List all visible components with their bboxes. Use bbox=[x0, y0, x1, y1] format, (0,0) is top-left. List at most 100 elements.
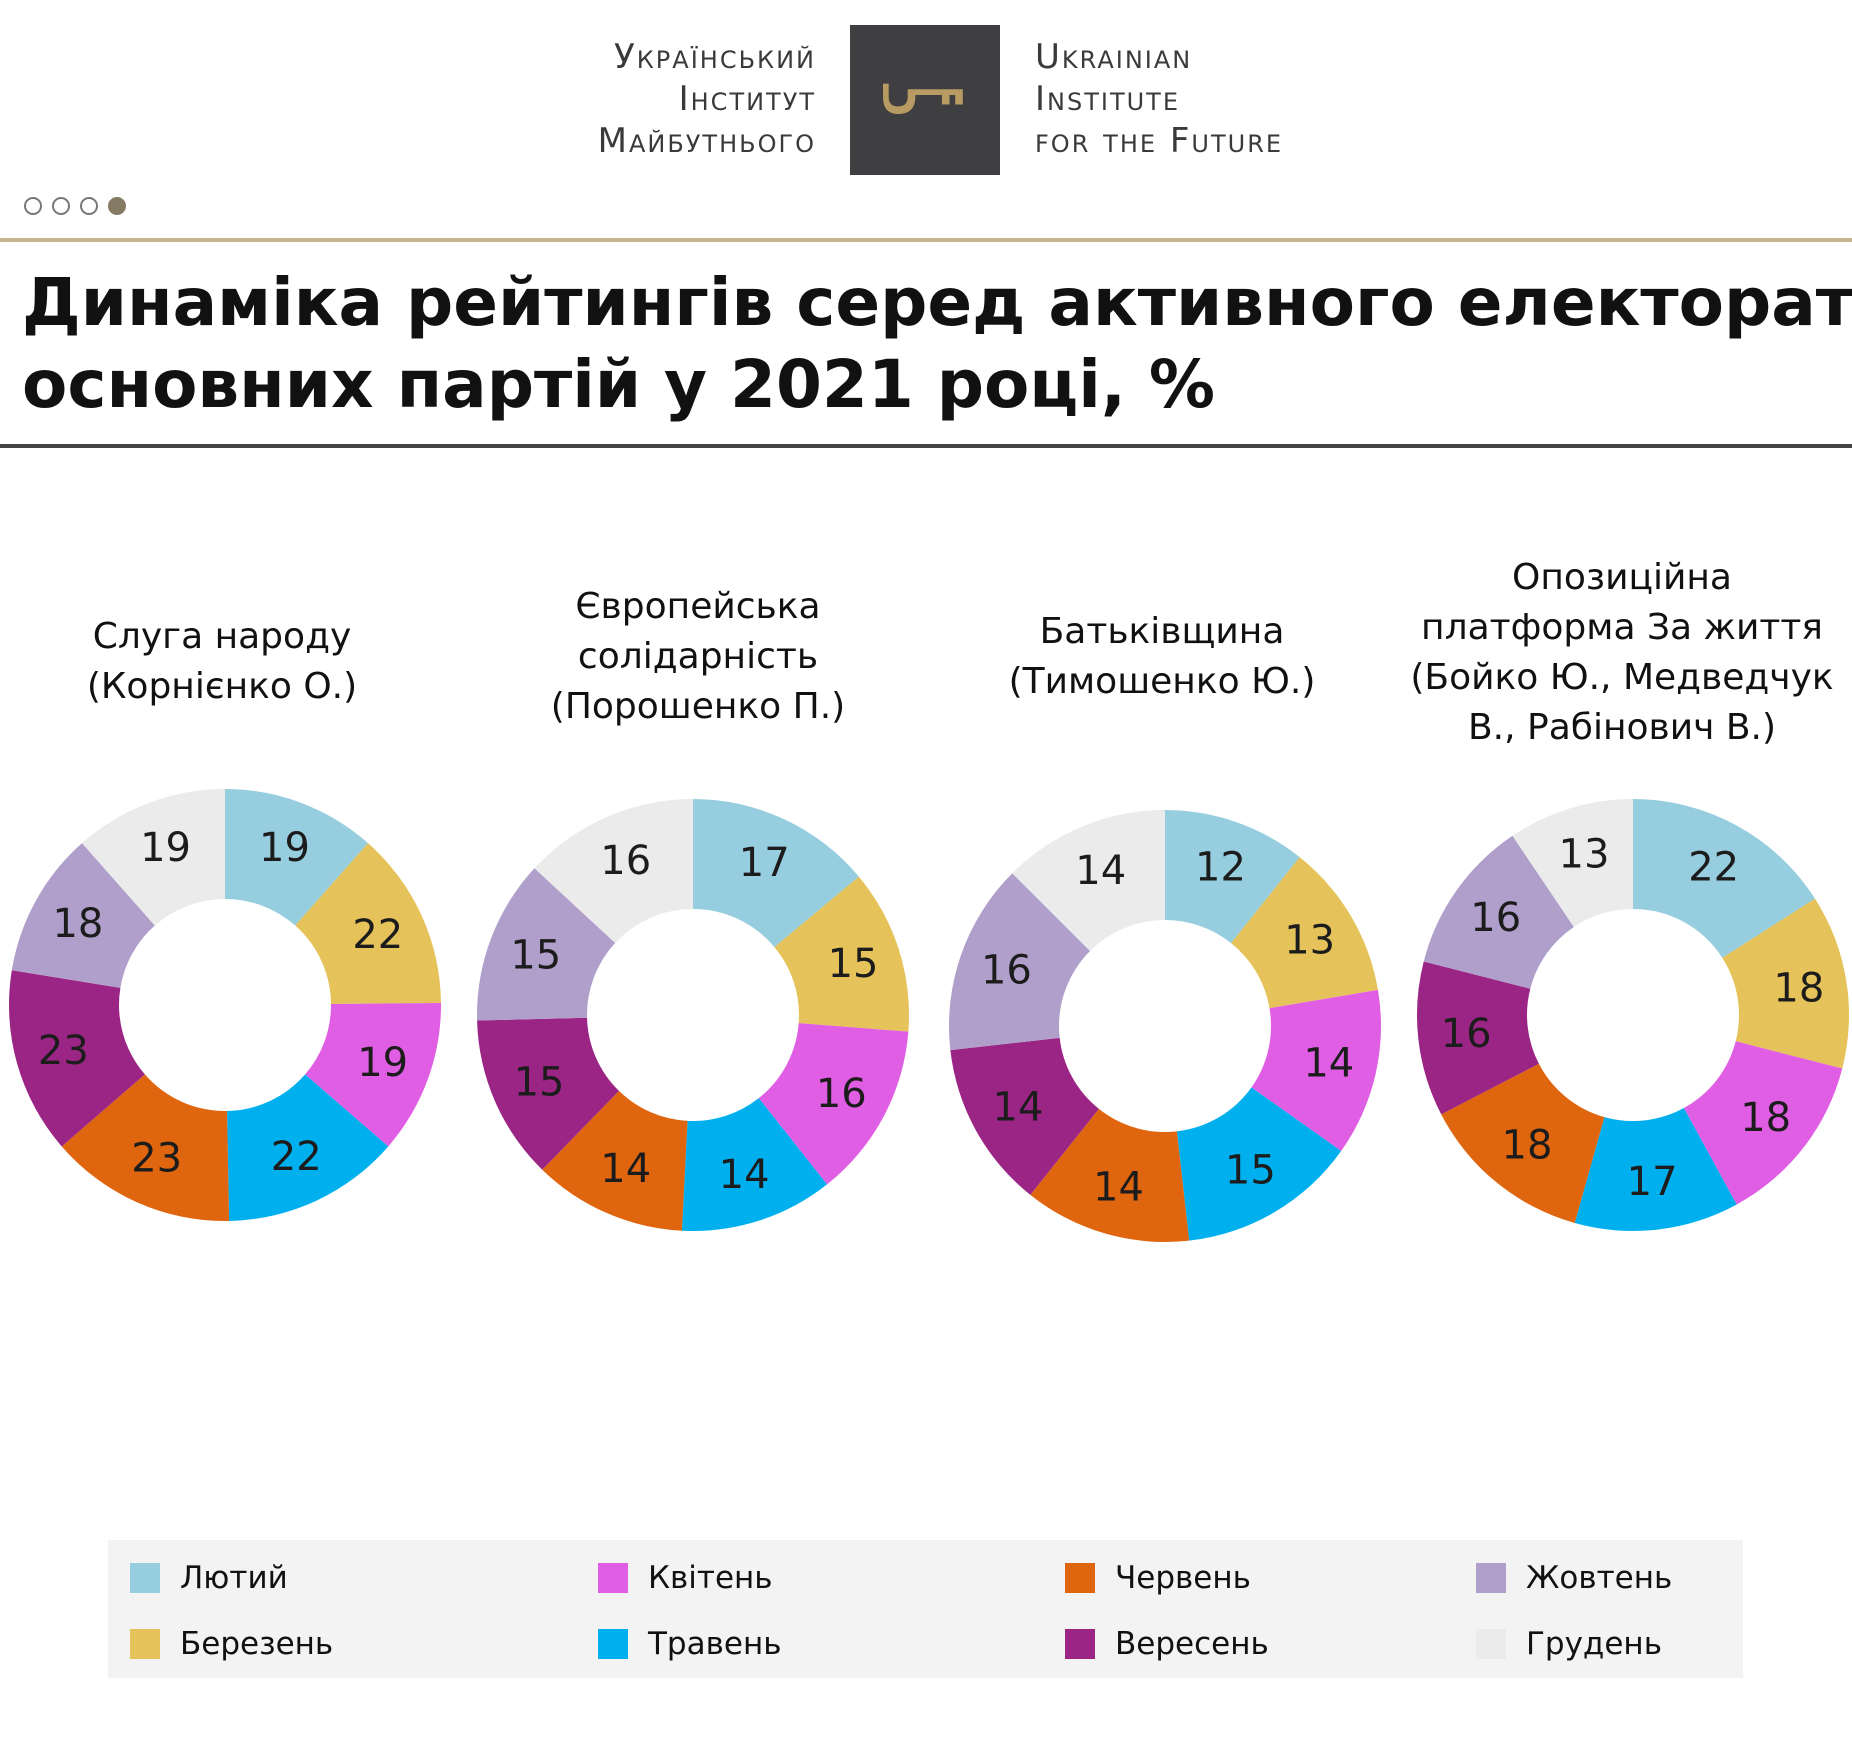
donut-data-label: 22 bbox=[352, 912, 403, 958]
donut-data-label: 12 bbox=[1195, 844, 1246, 890]
party-name-line: (Корнієнко О.) bbox=[86, 666, 358, 707]
legend-swatch bbox=[130, 1629, 160, 1659]
donut-data-label: 16 bbox=[981, 948, 1032, 994]
donut-segment-veresen bbox=[8, 970, 145, 1147]
donut-data-label: 17 bbox=[1627, 1159, 1678, 1205]
donut-data-label: 18 bbox=[1740, 1095, 1791, 1141]
donut-segment-zhovten bbox=[11, 843, 155, 988]
legend-swatch bbox=[598, 1629, 628, 1659]
legend-label: Лютий bbox=[180, 1560, 288, 1596]
donut-segment-berezen bbox=[1231, 857, 1378, 1009]
donut-segment-hruden bbox=[1512, 799, 1633, 928]
logo-ua-line-1: Український bbox=[614, 37, 816, 77]
party-name-line: Слуга народу bbox=[92, 616, 352, 657]
page-title: Динаміка рейтингів серед активного елект… bbox=[22, 262, 1852, 426]
donut-data-label: 15 bbox=[828, 941, 879, 987]
donut-data-label: 18 bbox=[52, 901, 103, 947]
legend-label: Березень bbox=[180, 1626, 334, 1662]
donut-data-label: 18 bbox=[1502, 1122, 1553, 1168]
donut-segment-cherven bbox=[1441, 1063, 1605, 1223]
legend-item-veresen: Вересень bbox=[1065, 1626, 1269, 1662]
legend-swatch bbox=[130, 1563, 160, 1593]
legend-item-berezen: Березень bbox=[130, 1626, 333, 1662]
key-icon bbox=[883, 83, 963, 114]
donut-chart-opzzh: 22 18 18 17 18 16 16 13 bbox=[1417, 799, 1849, 1231]
party-name-line: (Тимошенко Ю.) bbox=[1008, 661, 1316, 702]
logo-ua-line-3: Майбутнього bbox=[597, 121, 816, 161]
legend-item-liutyi: Лютий bbox=[130, 1560, 288, 1596]
donut-segment-berezen bbox=[774, 876, 909, 1032]
party-name-line: (Порошенко П.) bbox=[550, 686, 846, 727]
donut-data-label: 19 bbox=[140, 825, 191, 871]
donut-segment-traven bbox=[1176, 1087, 1342, 1241]
logo-en-line-3: for the Future bbox=[1035, 121, 1284, 161]
donut-data-label: 15 bbox=[1225, 1148, 1276, 1194]
donut-segment-traven bbox=[227, 1074, 389, 1221]
legend-swatch bbox=[1065, 1629, 1095, 1659]
page-title-line-2: основних партій у 2021 році, % bbox=[22, 346, 1216, 423]
donut-data-label: 16 bbox=[816, 1071, 867, 1117]
donut-data-label: 15 bbox=[510, 933, 561, 979]
legend-item-hruden: Грудень bbox=[1476, 1626, 1662, 1662]
donut-segment-cherven bbox=[542, 1090, 688, 1231]
donut-chart-sluha-narodu: 19 22 19 22 23 23 18 19 bbox=[8, 789, 441, 1221]
donut-segment-berezen bbox=[295, 843, 441, 1004]
donut-segment-kviten bbox=[758, 1023, 909, 1185]
chart-legend: Лютий Квітень Червень Жовтень Березень Т… bbox=[108, 1540, 1743, 1678]
legend-swatch bbox=[1065, 1563, 1095, 1593]
donut-segment-veresen bbox=[1417, 961, 1539, 1115]
donut-segment-zhovten bbox=[477, 868, 616, 1021]
legend-swatch bbox=[1476, 1629, 1506, 1659]
party-name-line: Батьківщина bbox=[1039, 611, 1285, 652]
pager-dot-2[interactable] bbox=[52, 197, 70, 215]
donut-segment-liutyi bbox=[1165, 810, 1300, 944]
legend-label: Жовтень bbox=[1526, 1560, 1673, 1596]
pager-dot-3[interactable] bbox=[80, 197, 98, 215]
party-name-sluha-narodu: Слуга народу (Корнієнко О.) bbox=[0, 612, 452, 712]
donut-segment-kviten bbox=[305, 1002, 441, 1147]
donut-segment-liutyi bbox=[225, 789, 368, 926]
donut-data-label: 19 bbox=[357, 1040, 408, 1086]
header-divider bbox=[0, 238, 1852, 242]
legend-label: Червень bbox=[1115, 1560, 1251, 1596]
party-name-line: платформа За життя bbox=[1421, 607, 1823, 648]
legend-swatch bbox=[598, 1563, 628, 1593]
donut-segment-traven bbox=[681, 1098, 828, 1231]
legend-item-cherven: Червень bbox=[1065, 1560, 1251, 1596]
logo-text-ukrainian: Український Інститут Майбутнього bbox=[598, 36, 816, 162]
donut-data-label: 14 bbox=[719, 1152, 770, 1198]
party-name-line: В., Рабінович В.) bbox=[1467, 707, 1777, 748]
donut-data-label: 17 bbox=[739, 840, 790, 886]
donut-data-label: 16 bbox=[1441, 1011, 1492, 1057]
donut-segment-traven bbox=[1574, 1107, 1737, 1231]
donut-data-label: 14 bbox=[1303, 1040, 1354, 1086]
donut-segment-liutyi bbox=[693, 799, 859, 948]
donut-segment-veresen bbox=[477, 1017, 620, 1170]
donut-segment-kviten bbox=[1683, 1041, 1843, 1205]
legend-item-kviten: Квітень bbox=[598, 1560, 773, 1596]
pager-dot-4[interactable] bbox=[108, 197, 126, 215]
logo-text-english: Ukrainian Institute for the Future bbox=[1035, 36, 1283, 162]
logo-en-line-1: Ukrainian bbox=[1035, 37, 1193, 77]
donut-data-label: 13 bbox=[1559, 831, 1610, 877]
page-title-line-1: Динаміка рейтингів серед активного елект… bbox=[22, 264, 1852, 341]
logo-key-box bbox=[850, 25, 1000, 175]
donut-segment-cherven bbox=[61, 1074, 230, 1221]
donut-data-label: 14 bbox=[993, 1084, 1044, 1130]
donut-data-label: 16 bbox=[1470, 895, 1521, 941]
donut-segment-zhovten bbox=[1423, 835, 1574, 989]
legend-swatch bbox=[1476, 1563, 1506, 1593]
donut-data-label: 23 bbox=[38, 1028, 89, 1074]
legend-label: Травень bbox=[648, 1626, 782, 1662]
pager-dot-1[interactable] bbox=[24, 197, 42, 215]
donut-data-label: 15 bbox=[514, 1059, 565, 1105]
donut-chart-yevropeiska-solidarnist: 17 15 16 14 14 15 15 16 bbox=[477, 799, 909, 1231]
title-divider bbox=[0, 444, 1852, 448]
party-name-line: (Бойко Ю., Медведчук bbox=[1410, 657, 1834, 698]
donut-segment-hruden bbox=[82, 789, 225, 926]
legend-label: Квітень bbox=[648, 1560, 773, 1596]
donut-segment-zhovten bbox=[949, 873, 1091, 1051]
donut-data-label: 22 bbox=[1688, 845, 1739, 891]
logo-ua-line-2: Інститут bbox=[678, 79, 816, 119]
donut-data-label: 14 bbox=[1093, 1164, 1144, 1210]
